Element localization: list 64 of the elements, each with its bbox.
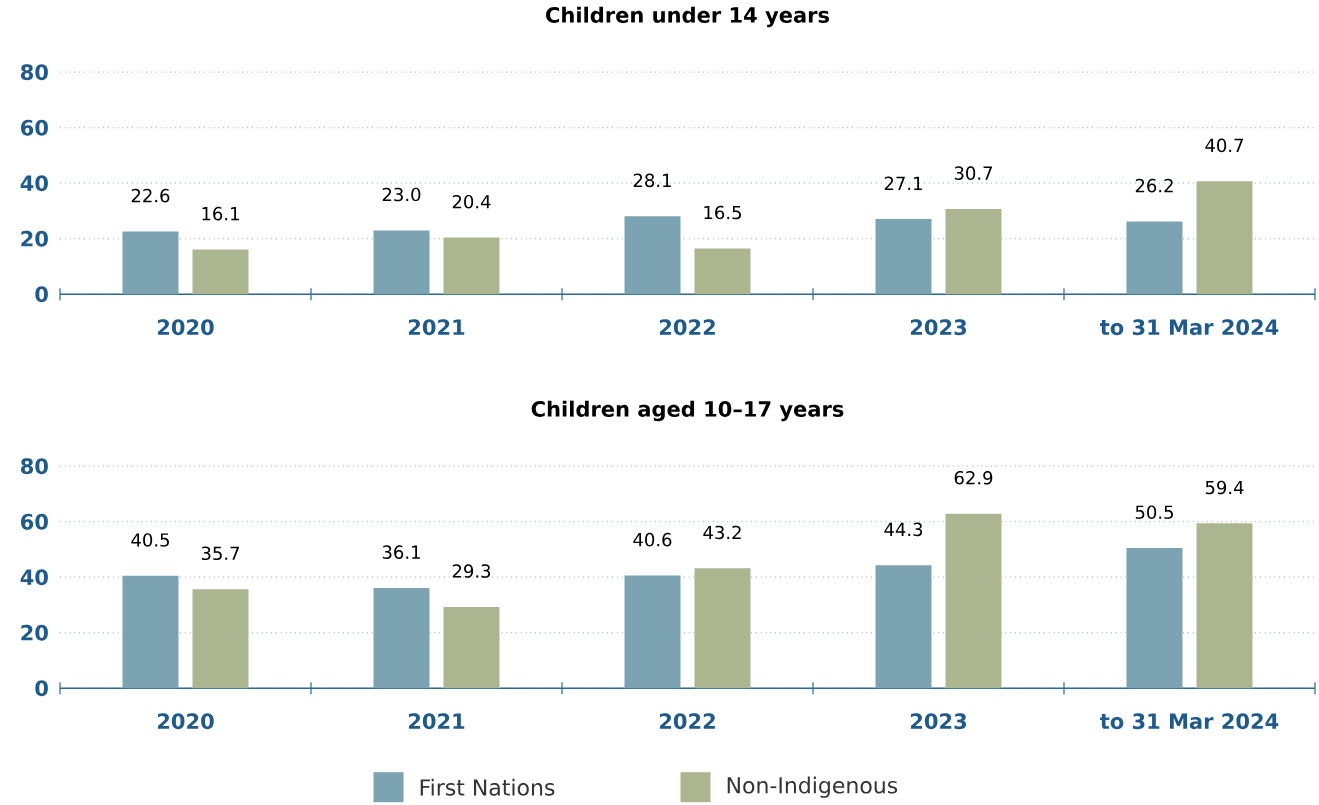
data-label: 22.6 xyxy=(131,189,170,203)
bar xyxy=(624,216,681,295)
bar xyxy=(875,219,932,295)
bar xyxy=(624,575,681,689)
y-tick-label: 60 xyxy=(21,514,48,530)
data-label: 40.6 xyxy=(633,533,672,547)
data-label: 16.5 xyxy=(704,205,741,220)
x-tick-label: 2020 xyxy=(157,319,214,336)
y-tick-label: 20 xyxy=(21,230,48,247)
data-label: 20.4 xyxy=(452,195,491,209)
y-tick-label: 0 xyxy=(35,680,48,697)
x-tick-label: 2021 xyxy=(408,713,465,730)
bar xyxy=(192,249,249,295)
data-label: 26.2 xyxy=(1135,179,1173,193)
bar xyxy=(443,237,500,295)
bar xyxy=(875,565,932,689)
chart-title: Children aged 10–17 years xyxy=(531,400,844,422)
x-tick-label: 2022 xyxy=(659,319,715,336)
x-tick-label: 2022 xyxy=(659,713,715,730)
bar xyxy=(945,513,1002,689)
y-tick-label: 80 xyxy=(21,64,48,81)
x-tick-label: to 31 Mar 2024 xyxy=(1100,713,1279,730)
y-tick-label: 20 xyxy=(21,625,48,641)
bar xyxy=(945,209,1002,295)
x-tick-label: 2020 xyxy=(157,713,214,730)
bar xyxy=(1196,523,1253,689)
bar xyxy=(1126,548,1183,689)
data-label: 40.5 xyxy=(131,533,169,547)
bar xyxy=(192,589,249,689)
y-tick-label: 40 xyxy=(20,175,48,192)
legend-label: First Nations xyxy=(420,778,555,796)
x-tick-label: to 31 Mar 2024 xyxy=(1100,319,1279,336)
data-label: 30.7 xyxy=(954,166,992,181)
x-tick-label: 2023 xyxy=(910,713,967,730)
bar xyxy=(694,248,751,295)
bar xyxy=(373,230,430,295)
y-tick-label: 40 xyxy=(20,569,48,586)
data-label: 43.2 xyxy=(703,525,741,540)
data-label: 62.9 xyxy=(954,471,993,485)
bar xyxy=(1196,181,1253,295)
data-label: 35.7 xyxy=(201,546,239,561)
data-label: 40.7 xyxy=(1205,138,1243,153)
y-tick-label: 60 xyxy=(21,120,48,136)
data-label: 36.1 xyxy=(382,545,420,560)
data-label: 23.0 xyxy=(382,187,421,202)
bar xyxy=(373,588,430,689)
bar xyxy=(1126,221,1183,295)
data-label: 59.4 xyxy=(1205,480,1244,495)
y-tick-label: 80 xyxy=(21,458,48,475)
bar xyxy=(122,231,179,295)
data-label: 27.1 xyxy=(884,176,922,191)
x-tick-label: 2021 xyxy=(408,319,465,336)
y-tick-label: 0 xyxy=(35,286,48,303)
x-tick-label: 2023 xyxy=(910,319,967,336)
legend-label: Non-Indigenous xyxy=(727,776,898,799)
data-label: 44.3 xyxy=(884,522,923,537)
bar xyxy=(443,607,500,689)
data-label: 29.3 xyxy=(452,564,491,579)
data-label: 28.1 xyxy=(633,173,671,188)
chart-title: Children under 14 years xyxy=(546,6,830,28)
bar xyxy=(122,576,179,689)
data-label: 50.5 xyxy=(1135,505,1173,520)
data-label: 16.1 xyxy=(202,207,239,221)
bar xyxy=(694,568,751,689)
